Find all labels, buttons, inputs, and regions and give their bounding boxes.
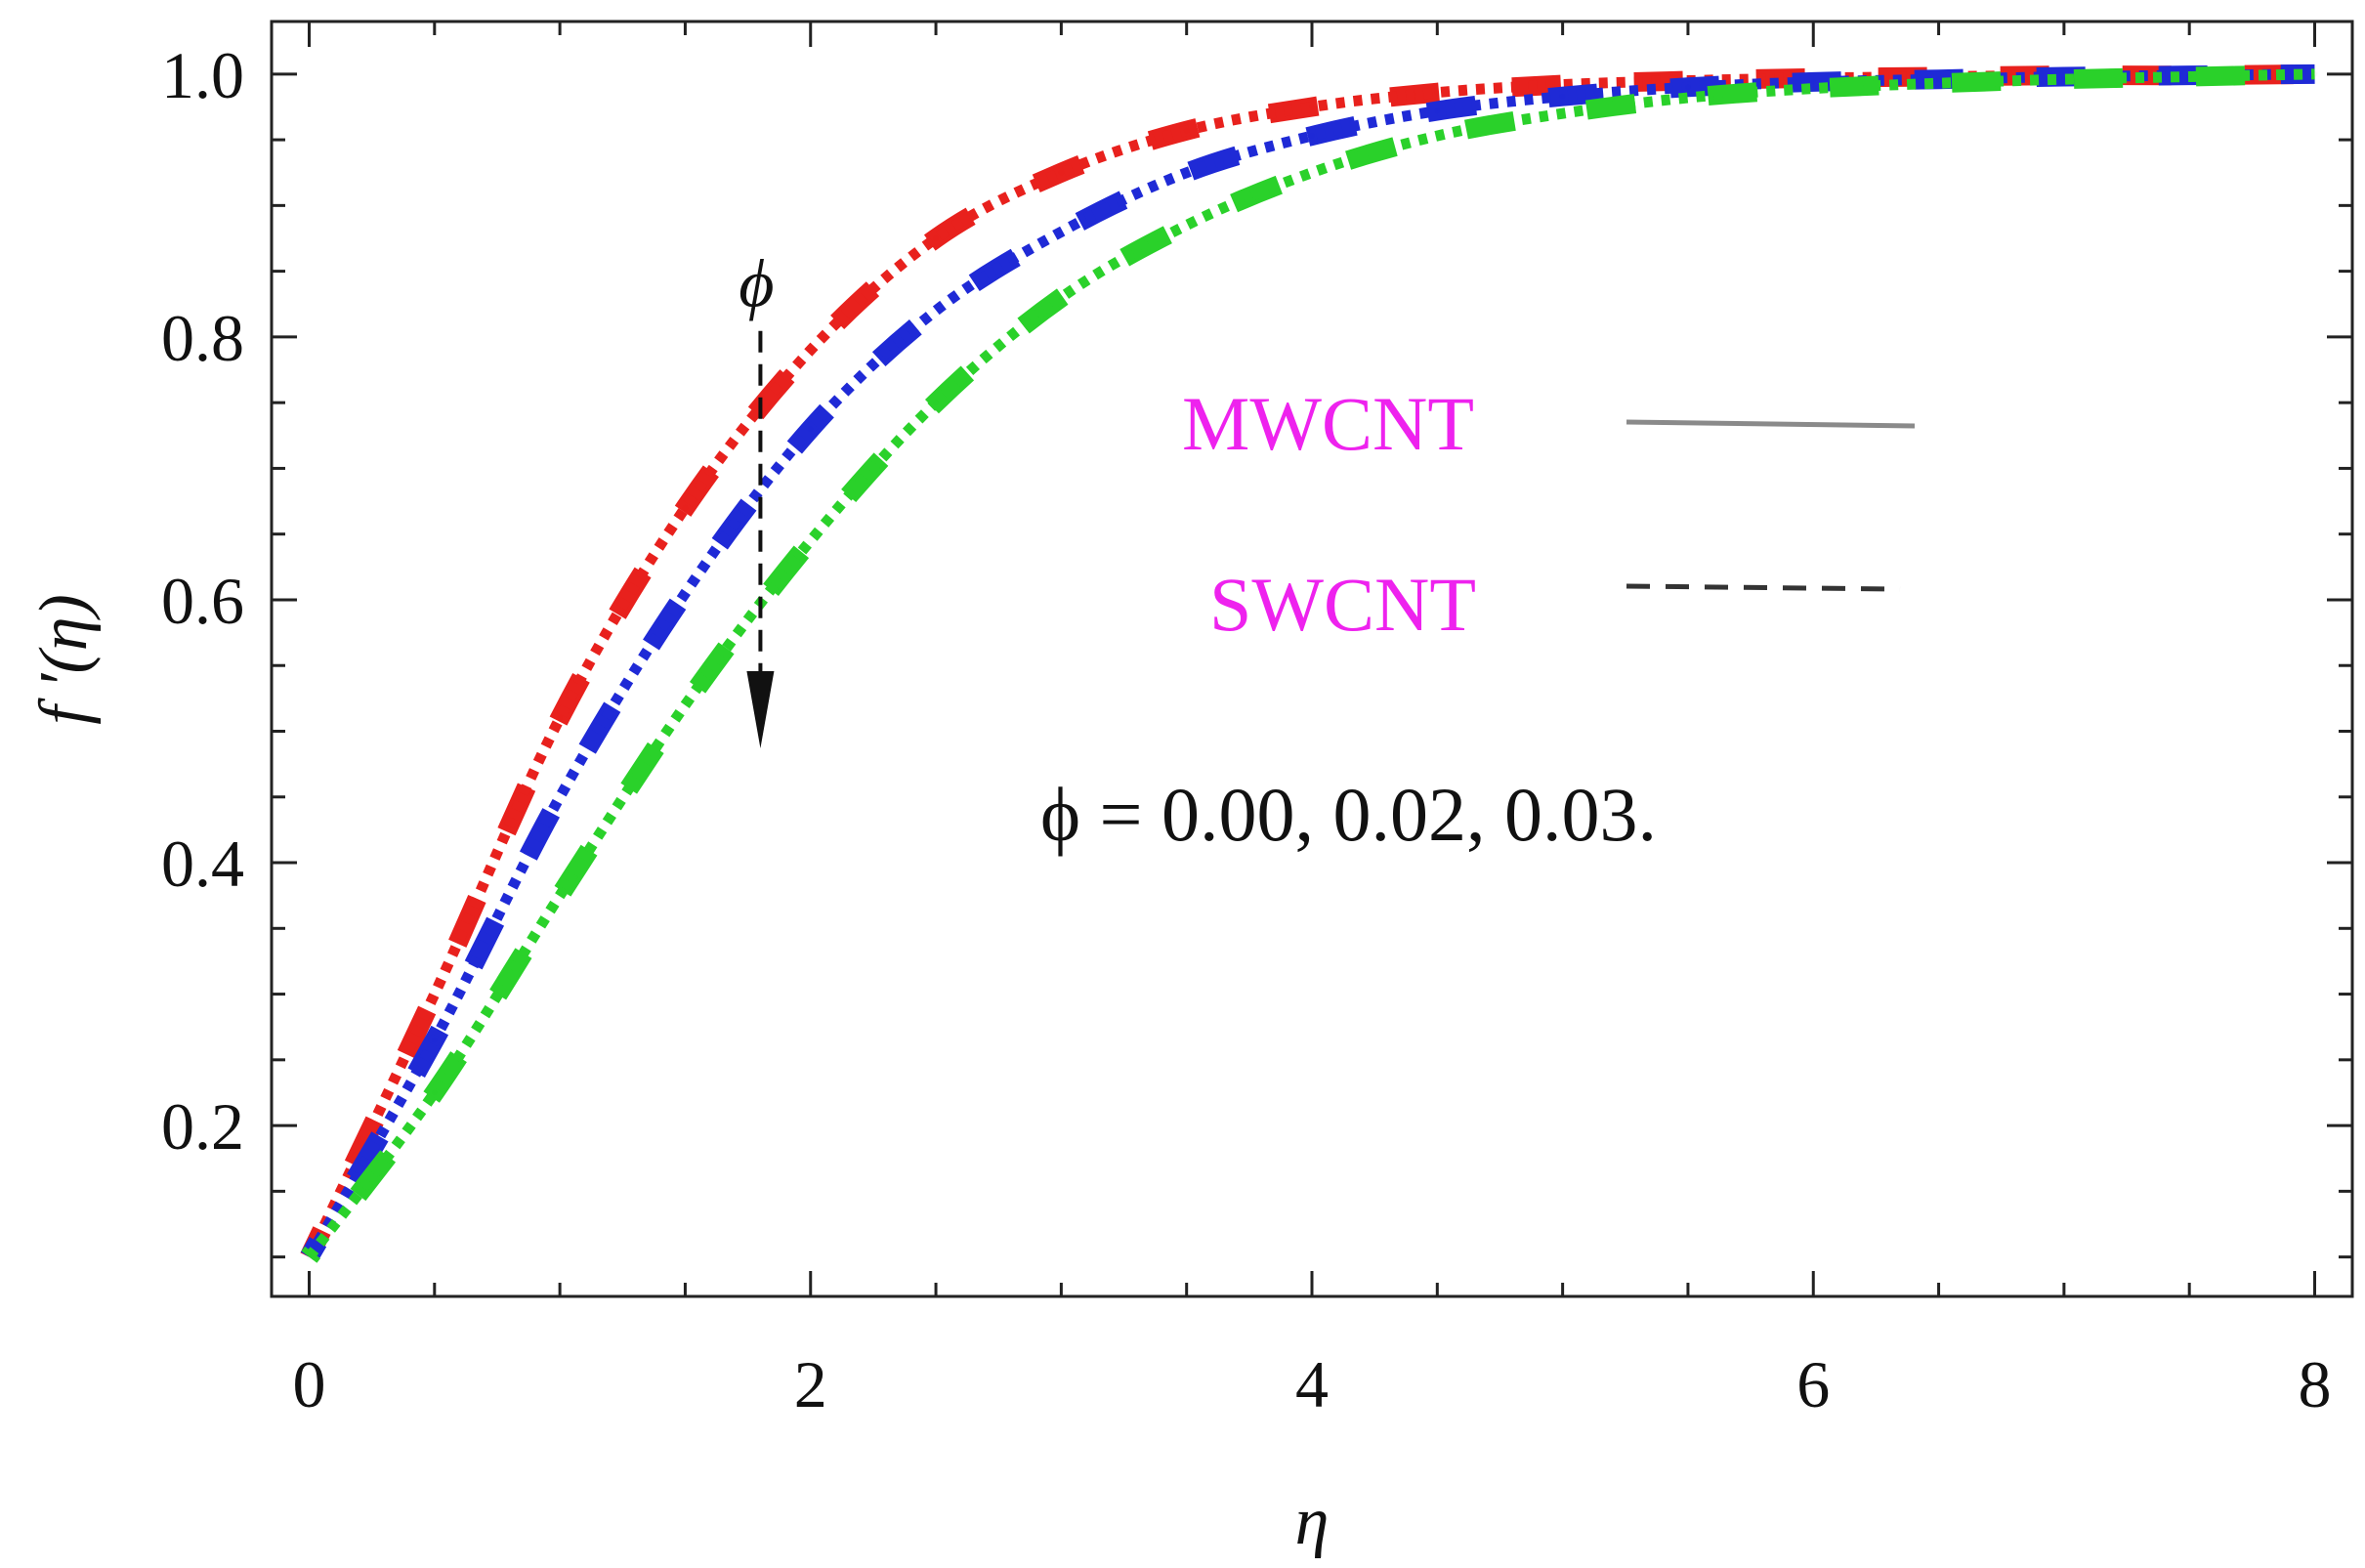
axis-ticks: 0 2 4 6 8 0.2 0.4 0.6 0.8 1.0 (161, 21, 2352, 1421)
x-tick-label: 4 (1295, 1347, 1329, 1421)
series-point-2-2 (557, 893, 563, 899)
legend-label-swcnt: SWCNT (1209, 562, 1476, 647)
series-point-0-2 (557, 715, 563, 721)
series-point-2-16 (2312, 71, 2318, 77)
series-point-2-7 (1184, 223, 1190, 229)
series-point-1-9 (1434, 107, 1440, 113)
series-point-2-4 (808, 537, 814, 543)
series-point-0-8 (1309, 104, 1315, 109)
series-point-1-12 (1810, 79, 1816, 85)
series-point-2-15 (2186, 74, 2192, 80)
series-point-0-7 (1184, 128, 1190, 134)
phi-arrow-label: ϕ (739, 247, 774, 322)
series-line-mwcnt-1 (304, 68, 2315, 1260)
series-line-swcnt-0 (300, 64, 2315, 1261)
x-tick-label: 0 (292, 1347, 325, 1421)
series-point-1-4 (808, 426, 814, 432)
series-point-2-10 (1560, 110, 1566, 116)
series-point-0-6 (1058, 170, 1064, 176)
series-point-0-3 (682, 505, 688, 511)
phi-values-annotation: ϕ = 0.00, 0.02, 0.03. (1040, 772, 1657, 857)
y-axis-label: f ′(η) (26, 594, 102, 725)
y-tick-label: 0.4 (161, 826, 244, 901)
series-point-1-10 (1560, 94, 1566, 100)
series-point-2-14 (2061, 76, 2067, 82)
y-tick-label: 0.8 (161, 301, 244, 375)
series-point-1-2 (557, 794, 563, 800)
series-point-1-1 (432, 1038, 438, 1043)
series-point-2-9 (1434, 133, 1440, 139)
series-point-2-11 (1685, 95, 1691, 101)
series-point-2-5 (933, 400, 939, 405)
series-point-0-5 (933, 235, 939, 241)
series-point-1-6 (1058, 229, 1064, 234)
series-point-2-6 (1058, 295, 1064, 301)
series-point-0-4 (808, 347, 814, 353)
x-axis-label: η (1295, 1484, 1330, 1559)
x-tick-label: 2 (794, 1347, 827, 1421)
x-tick-label: 6 (1796, 1347, 1830, 1421)
series-point-1-8 (1309, 133, 1315, 139)
series-point-2-13 (1936, 80, 1942, 86)
series-point-0-9 (1434, 90, 1440, 96)
y-tick-label: 1.0 (161, 38, 244, 112)
series-point-1-3 (682, 590, 688, 596)
series-line-mwcnt-2 (305, 68, 2315, 1260)
phi-arrow-head (746, 670, 775, 748)
series-point-2-1 (432, 1089, 438, 1095)
series-point-1-7 (1184, 170, 1190, 176)
series-point-2-3 (682, 702, 688, 708)
series-point-2-0 (306, 1254, 312, 1260)
series-point-2-8 (1309, 170, 1315, 176)
legend-line-dashed (1626, 583, 1901, 592)
series-point-2-12 (1810, 86, 1816, 92)
series-point-0-1 (432, 992, 438, 997)
legend-label-mwcnt: MWCNT (1182, 381, 1474, 466)
series-layer (300, 64, 2318, 1263)
plot-frame (270, 20, 2354, 1298)
series-point-1-5 (933, 308, 939, 314)
series-point-1-11 (1685, 84, 1691, 90)
x-tick-label: 8 (2299, 1347, 2332, 1421)
legend-line-solid (1626, 419, 1916, 429)
y-tick-label: 0.6 (161, 564, 244, 638)
y-tick-label: 0.2 (161, 1089, 244, 1164)
